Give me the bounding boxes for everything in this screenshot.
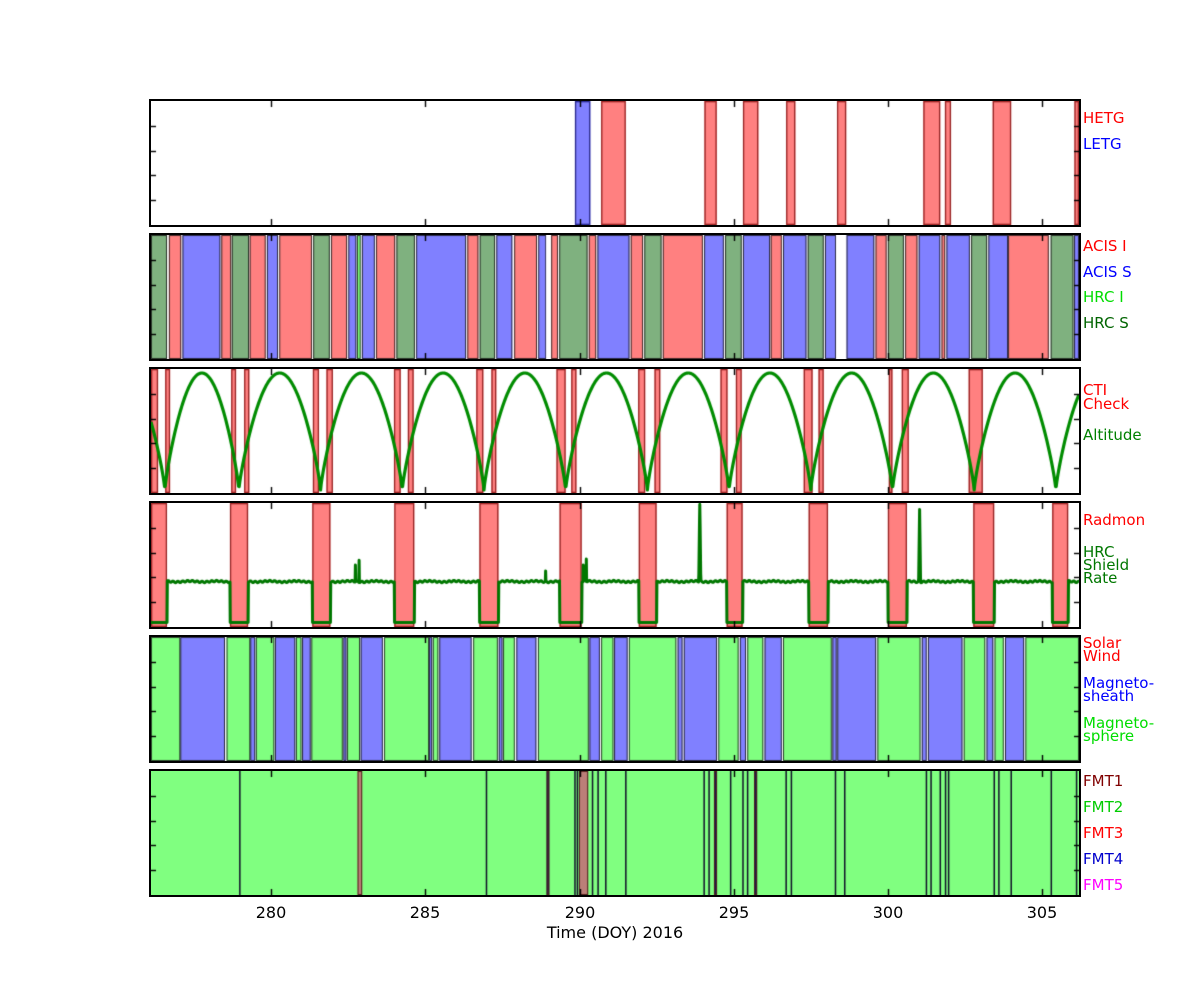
panel-telemetry-format	[149, 769, 1081, 897]
legend-cti: CTI	[1083, 381, 1108, 399]
panel-solarwind-regions	[149, 635, 1081, 763]
legend-radmon: Radmon	[1083, 511, 1146, 529]
x-tick-300: 300	[872, 903, 904, 922]
legend-letg: LETG	[1083, 135, 1122, 153]
legend-fmt1: FMT1	[1083, 772, 1124, 790]
x-axis-label: Time (DOY) 2016	[546, 923, 684, 942]
legend-altitude: Altitude	[1083, 426, 1142, 444]
legend-acis-s: ACIS S	[1083, 263, 1132, 281]
legend-hetg: HETG	[1083, 109, 1125, 127]
radmon-shield-canvas	[151, 503, 1079, 627]
legend-hrc-shield-1: HRC	[1083, 543, 1115, 561]
legend-fmt2: FMT2	[1083, 798, 1124, 816]
legend-solar-wind-1: Solar	[1083, 634, 1122, 652]
panel-gratings	[149, 99, 1081, 227]
x-tick-290: 290	[564, 903, 596, 922]
legend-magnetosphere-2: sphere	[1083, 727, 1135, 745]
x-tick-285: 285	[409, 903, 441, 922]
legend-magnetosheath-2: sheath	[1083, 687, 1135, 705]
legend-hrc-i: HRC I	[1083, 288, 1124, 306]
legend-fmt4: FMT4	[1083, 850, 1124, 868]
panel-instruments	[149, 233, 1081, 361]
legend-hrc-shield-2: Shield	[1083, 556, 1130, 574]
legend-fmt5: FMT5	[1083, 876, 1124, 894]
legend-acis-i: ACIS I	[1083, 237, 1127, 255]
fmt-canvas	[151, 771, 1079, 895]
x-tick-280: 280	[255, 903, 287, 922]
legend-magnetosphere-1: Magneto-	[1083, 714, 1155, 732]
legend-hrc-shield-3: Rate	[1083, 569, 1118, 587]
x-tick-295: 295	[718, 903, 750, 922]
legend-cti-check: Check	[1083, 395, 1130, 413]
panel-cti-altitude	[149, 367, 1081, 495]
legend-hrc-s: HRC S	[1083, 314, 1129, 332]
panel-radmon-shield	[149, 501, 1081, 629]
legend-magnetosheath-1: Magneto-	[1083, 674, 1155, 692]
x-tick-305: 305	[1026, 903, 1058, 922]
gratings-canvas	[151, 101, 1079, 225]
cti-altitude-canvas	[151, 369, 1079, 493]
regions-canvas	[151, 637, 1079, 761]
instruments-canvas	[151, 235, 1079, 359]
legend-fmt3: FMT3	[1083, 824, 1124, 842]
legend-solar-wind-2: Wind	[1083, 647, 1121, 665]
